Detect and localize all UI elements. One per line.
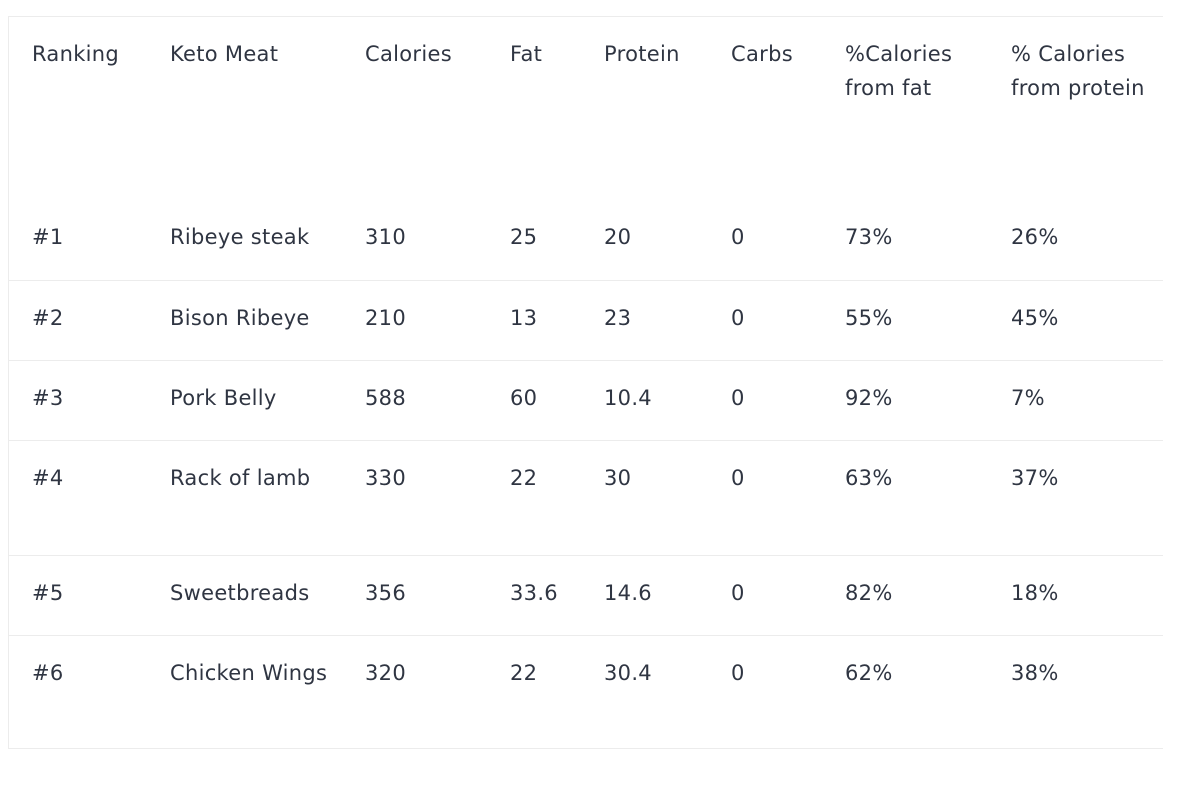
table-row: #5 Sweetbreads 356 33.6 14.6 0 82% 18% xyxy=(9,555,1163,635)
cell-fat: 13 xyxy=(510,305,538,330)
cell-carbs: 0 xyxy=(731,385,745,410)
cell-carbs: 0 xyxy=(731,225,745,249)
keto-meat-table: Ranking Keto Meat Calories Fat Protein C… xyxy=(8,16,1163,749)
cell-calories: 330 xyxy=(365,465,406,490)
table-row: #2 Bison Ribeye 210 13 23 0 55% 45% xyxy=(9,280,1163,360)
table-header-row: Ranking Keto Meat Calories Fat Protein C… xyxy=(9,17,1163,200)
cell-carbs: 0 xyxy=(731,305,745,330)
cell-pct-calories-fat: 55% xyxy=(845,305,893,330)
cell-ranking: #2 xyxy=(32,305,64,330)
cell-calories: 320 xyxy=(365,660,406,685)
cell-protein: 30 xyxy=(604,465,632,490)
cell-ranking: #5 xyxy=(32,580,64,605)
cell-keto-meat: Rack of lamb xyxy=(170,465,311,490)
cell-pct-calories-protein: 45% xyxy=(1011,305,1059,330)
cell-ranking: #3 xyxy=(32,385,64,410)
header-calories: Calories xyxy=(365,42,452,66)
header-pct-calories-fat: %Calories from fat xyxy=(845,42,953,100)
cell-protein: 30.4 xyxy=(604,660,652,685)
table-row: #3 Pork Belly 588 60 10.4 0 92% 7% xyxy=(9,360,1163,440)
cell-pct-calories-fat: 92% xyxy=(845,385,893,410)
cell-pct-calories-protein: 38% xyxy=(1011,660,1059,685)
table-row: #4 Rack of lamb 330 22 30 0 63% 37% xyxy=(9,440,1163,555)
cell-protein: 10.4 xyxy=(604,385,652,410)
table-row: #1 Ribeye steak 310 25 20 0 73% 26% xyxy=(9,200,1163,280)
cell-keto-meat: Chicken Wings xyxy=(170,660,328,685)
cell-keto-meat: Bison Ribeye xyxy=(170,305,310,330)
cell-keto-meat: Ribeye steak xyxy=(170,225,310,249)
cell-calories: 210 xyxy=(365,305,406,330)
cell-carbs: 0 xyxy=(731,465,745,490)
cell-fat: 60 xyxy=(510,385,538,410)
cell-pct-calories-fat: 62% xyxy=(845,660,893,685)
cell-calories: 588 xyxy=(365,385,406,410)
cell-protein: 14.6 xyxy=(604,580,652,605)
cell-keto-meat: Pork Belly xyxy=(170,385,277,410)
table-row: #6 Chicken Wings 320 22 30.4 0 62% 38% xyxy=(9,635,1163,748)
cell-pct-calories-protein: 7% xyxy=(1011,385,1045,410)
cell-pct-calories-protein: 18% xyxy=(1011,580,1059,605)
cell-ranking: #1 xyxy=(32,225,64,249)
cell-calories: 310 xyxy=(365,225,406,249)
cell-ranking: #4 xyxy=(32,465,64,490)
cell-pct-calories-protein: 26% xyxy=(1011,225,1059,249)
cell-keto-meat: Sweetbreads xyxy=(170,580,310,605)
cell-ranking: #6 xyxy=(32,660,64,685)
cell-fat: 33.6 xyxy=(510,580,558,605)
cell-pct-calories-protein: 37% xyxy=(1011,465,1059,490)
header-protein: Protein xyxy=(604,42,680,66)
cell-pct-calories-fat: 73% xyxy=(845,225,893,249)
cell-protein: 23 xyxy=(604,305,632,330)
cell-carbs: 0 xyxy=(731,580,745,605)
header-keto-meat: Keto Meat xyxy=(170,42,279,66)
header-fat: Fat xyxy=(510,42,543,66)
cell-carbs: 0 xyxy=(731,660,745,685)
cell-pct-calories-fat: 63% xyxy=(845,465,893,490)
cell-pct-calories-fat: 82% xyxy=(845,580,893,605)
cell-fat: 22 xyxy=(510,660,538,685)
header-carbs: Carbs xyxy=(731,42,793,66)
nutrition-table: Ranking Keto Meat Calories Fat Protein C… xyxy=(9,17,1163,748)
cell-fat: 25 xyxy=(510,225,538,249)
header-pct-calories-protein: % Calories from protein xyxy=(1011,42,1145,100)
cell-protein: 20 xyxy=(604,225,632,249)
cell-fat: 22 xyxy=(510,465,538,490)
cell-calories: 356 xyxy=(365,580,406,605)
header-ranking: Ranking xyxy=(32,42,120,66)
